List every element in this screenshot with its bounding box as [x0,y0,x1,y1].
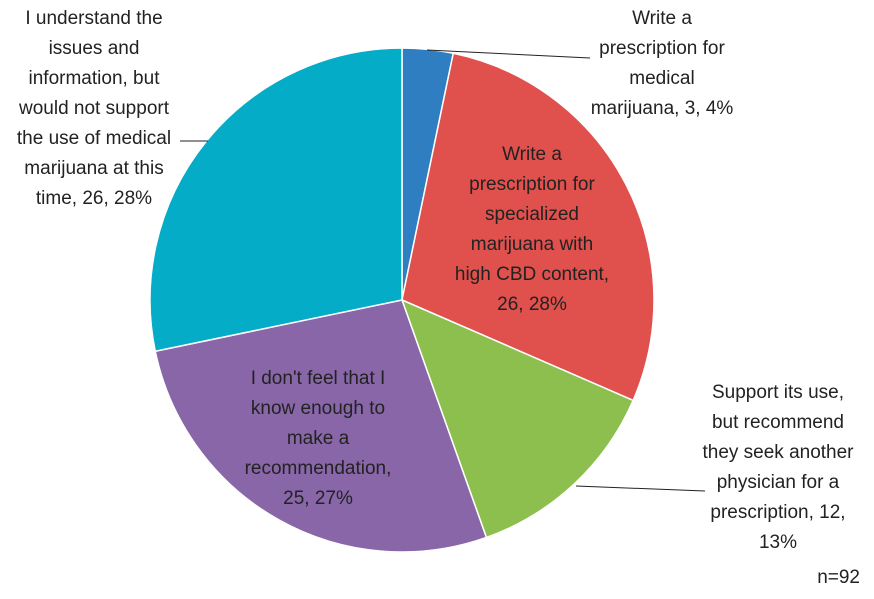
slice-label-5: I understand the issues and information, b… [17,8,171,209]
leader-line-3 [575,485,706,492]
pie-slice-2 [401,52,655,402]
slice-label-3: Support its use, but recommend they seek a… [702,382,854,553]
slice-label-2: Write a prescription for specialized mariju… [455,144,609,315]
sample-size-note: n=92 [817,567,860,588]
pie-slice-4 [154,299,488,553]
leader-line-1 [426,49,591,59]
slice-label-1: Write a prescription for medical marijuana,… [591,8,734,119]
pie-slice-3 [400,298,635,539]
pie-slice-5 [149,47,403,353]
